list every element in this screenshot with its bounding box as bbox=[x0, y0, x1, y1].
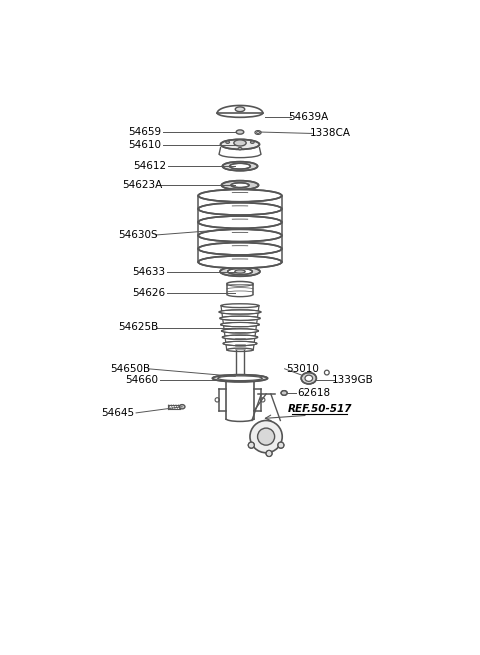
Text: 53010: 53010 bbox=[286, 364, 319, 374]
Ellipse shape bbox=[220, 140, 260, 149]
Ellipse shape bbox=[179, 405, 185, 409]
Ellipse shape bbox=[198, 189, 282, 202]
Text: 54639A: 54639A bbox=[288, 112, 329, 122]
Ellipse shape bbox=[301, 373, 316, 384]
Ellipse shape bbox=[228, 269, 252, 274]
Ellipse shape bbox=[221, 181, 259, 190]
Ellipse shape bbox=[235, 270, 245, 273]
Ellipse shape bbox=[222, 335, 258, 339]
Ellipse shape bbox=[266, 451, 272, 457]
Text: 54660: 54660 bbox=[125, 375, 158, 384]
Ellipse shape bbox=[234, 140, 246, 146]
Text: 54659: 54659 bbox=[129, 127, 162, 137]
Text: 54633: 54633 bbox=[132, 267, 166, 276]
Text: 54623A: 54623A bbox=[122, 180, 163, 190]
Ellipse shape bbox=[278, 442, 284, 448]
Ellipse shape bbox=[198, 242, 282, 255]
Ellipse shape bbox=[222, 162, 258, 171]
Text: 54610: 54610 bbox=[129, 140, 162, 150]
Text: 62618: 62618 bbox=[297, 388, 330, 398]
Text: 54650B: 54650B bbox=[110, 364, 150, 374]
Ellipse shape bbox=[213, 375, 267, 382]
Ellipse shape bbox=[220, 316, 260, 320]
Ellipse shape bbox=[281, 390, 287, 396]
Ellipse shape bbox=[231, 183, 249, 187]
Text: 54612: 54612 bbox=[133, 161, 167, 171]
Text: 54625B: 54625B bbox=[118, 322, 158, 333]
Ellipse shape bbox=[198, 202, 282, 215]
Ellipse shape bbox=[250, 421, 282, 453]
Text: 54626: 54626 bbox=[132, 288, 166, 298]
Ellipse shape bbox=[229, 163, 251, 169]
Ellipse shape bbox=[220, 267, 260, 276]
Ellipse shape bbox=[258, 428, 275, 445]
Ellipse shape bbox=[251, 141, 254, 143]
Ellipse shape bbox=[219, 310, 261, 314]
Ellipse shape bbox=[221, 329, 259, 333]
Text: REF.50-517: REF.50-517 bbox=[288, 404, 352, 414]
Ellipse shape bbox=[223, 341, 257, 346]
Ellipse shape bbox=[238, 147, 242, 150]
Ellipse shape bbox=[198, 216, 282, 229]
Ellipse shape bbox=[198, 229, 282, 242]
Ellipse shape bbox=[218, 376, 262, 381]
Text: 54645: 54645 bbox=[101, 408, 134, 418]
Ellipse shape bbox=[198, 256, 282, 268]
Text: 54630S: 54630S bbox=[118, 230, 158, 240]
Ellipse shape bbox=[248, 442, 254, 448]
Text: 1338CA: 1338CA bbox=[310, 128, 351, 138]
Ellipse shape bbox=[235, 107, 245, 111]
Ellipse shape bbox=[305, 375, 312, 381]
Text: 1339GB: 1339GB bbox=[332, 375, 374, 384]
Ellipse shape bbox=[236, 130, 244, 134]
Ellipse shape bbox=[226, 141, 229, 143]
Ellipse shape bbox=[221, 322, 259, 327]
